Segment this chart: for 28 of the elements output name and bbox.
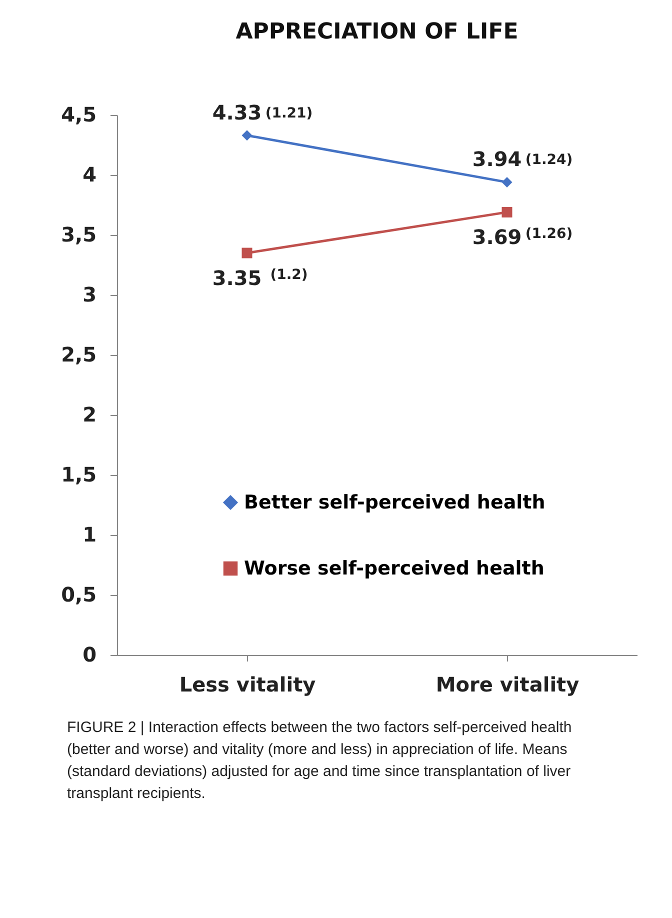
point xyxy=(502,206,512,218)
chart-title: APPRECIATION OF LIFE xyxy=(236,19,518,44)
y-tick-label: 0,5 xyxy=(61,582,96,606)
y-tick-label: 4,5 xyxy=(61,102,96,126)
y-tick-label: 2,5 xyxy=(61,342,96,366)
y-tick-label: 3,5 xyxy=(61,222,96,246)
point xyxy=(242,130,252,141)
annotation: (1.24) xyxy=(525,152,573,168)
data-label: 3.69 xyxy=(472,225,522,250)
y-tick-label: 0 xyxy=(82,642,96,666)
x-tick-label: More vitality xyxy=(436,672,580,696)
annotation: (1.21) xyxy=(265,105,313,122)
y-tick-label: 4 xyxy=(82,162,96,186)
caption: FIGURE 2 | Interaction effects between the two factors self-perceived health (better and worse) and vitality (more and less) in appreciation of life. Means (standard deviations) adjusted for age and time since transplantation of liver transplant recipients. xyxy=(67,719,572,802)
data-label: 3.94 xyxy=(472,147,522,172)
y-tick-label: 3 xyxy=(82,282,96,306)
data-label: 3.35 xyxy=(212,266,262,290)
x-tick-label: Less vitality xyxy=(179,672,316,696)
annotation: (1.2) xyxy=(270,267,308,283)
legend-label: Better self-perceived health xyxy=(244,492,546,514)
y-tick-label: 2 xyxy=(82,402,96,426)
legend-label: Worse self-perceived health xyxy=(244,558,544,580)
annotation: (1.26) xyxy=(525,226,573,242)
point xyxy=(242,248,252,258)
data-label: 4.33 xyxy=(212,100,262,124)
point xyxy=(502,176,512,188)
y-tick-label: 1,5 xyxy=(61,462,96,486)
y-tick-label: 1 xyxy=(82,522,96,546)
